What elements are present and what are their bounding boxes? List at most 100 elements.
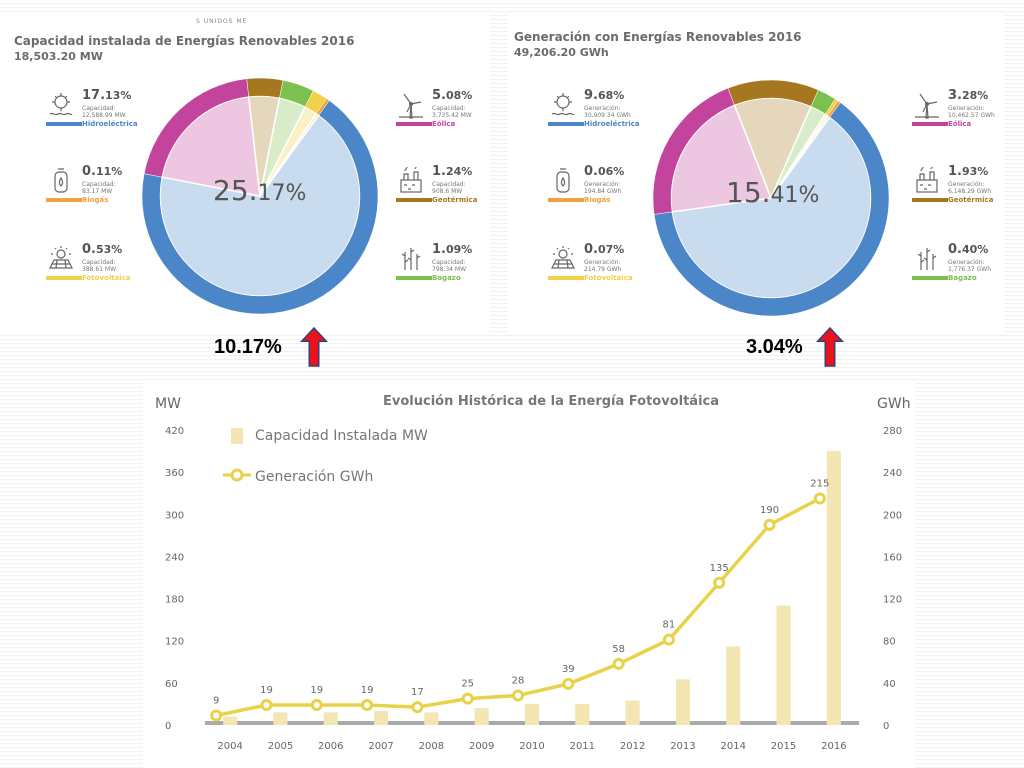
legend-color-bar: [396, 198, 432, 202]
legend-value: 6,148.29 GWh: [948, 188, 992, 195]
legend-percent: 0.06%: [584, 164, 624, 179]
legend-item: 0.40% Generación: 1,776.37 GWh Bagazo: [912, 242, 1022, 288]
capacity-pie-chart: [141, 77, 379, 315]
y2-tick-label: 80: [883, 637, 896, 648]
hydro-icon: [548, 90, 578, 120]
generation-data-label: 9: [213, 696, 219, 707]
legend-caption: Capacidad:: [82, 105, 116, 112]
pct-small: 40%: [961, 243, 989, 256]
legend-value: 83.17 MW: [82, 188, 113, 195]
legend-line-swatch: [223, 468, 251, 482]
pv-chart-title: Evolución Histórica de la Energía Fotovo…: [383, 394, 720, 409]
legend-percent: 9.68%: [584, 88, 624, 103]
pct-main: 1.: [432, 242, 446, 257]
x-tick-label: 2011: [570, 741, 595, 752]
y2-tick-label: 240: [883, 468, 902, 479]
center-small: 41%: [770, 183, 820, 208]
generation-point: [411, 701, 424, 714]
generation-data-label: 19: [260, 685, 273, 696]
generation-center-label: 15.41%: [726, 176, 819, 209]
pie-ring-biogas: [316, 98, 330, 116]
y2-tick-label: 0: [883, 721, 889, 732]
legend-source-name: Hidroeléctrica: [584, 120, 640, 128]
x-tick-label: 2016: [821, 741, 846, 752]
generation-data-label: 25: [461, 679, 474, 690]
legend-source-name: Eólica: [432, 120, 456, 128]
y2-tick-label: 120: [883, 595, 902, 606]
capacity-bar: [625, 700, 640, 725]
x-tick-label: 2007: [368, 741, 393, 752]
legend-item: 0.06% Generación: 194.84 GWh Biogás: [548, 164, 658, 210]
pie-ring-biogas: [827, 100, 841, 118]
legend-source-name: Geotérmica: [432, 196, 478, 204]
capacity-bar: [726, 646, 741, 725]
generation-point: [763, 518, 776, 531]
x-tick-label: 2004: [217, 741, 242, 752]
capacity-bar: [776, 605, 791, 725]
legend-value: 194.84 GWh: [584, 188, 622, 195]
legend-source-name: Bagazo: [432, 274, 461, 282]
center-small: 17%: [257, 181, 307, 206]
y2-tick-label: 200: [883, 510, 902, 521]
generation-pie-chart: [652, 79, 890, 317]
generation-data-label: 39: [562, 664, 575, 675]
pct-small: 11%: [95, 165, 123, 178]
legend-color-bar: [396, 276, 432, 280]
legend-source-name: Bagazo: [948, 274, 977, 282]
pct-main: 9.: [584, 88, 598, 103]
legend-percent: 0.40%: [948, 242, 988, 257]
capacity-bar: [524, 703, 540, 725]
wind-icon: [912, 90, 942, 120]
y-tick-label: 0: [165, 721, 171, 732]
pct-small: 06%: [597, 165, 625, 178]
legend-item: 9.68% Generación: 30,909.34 GWh Hidroeléctr…: [548, 88, 658, 134]
center-main: 25.: [213, 174, 258, 207]
legend-color-bar: [548, 276, 584, 280]
x-tick-label: 2015: [771, 741, 796, 752]
legend-caption: Capacidad:: [432, 105, 466, 112]
y-tick-label: 60: [165, 679, 178, 690]
generation-growth-label: 3.04%: [746, 336, 803, 358]
pct-small: 09%: [445, 243, 473, 256]
legend-source-name: Fotovoltaica: [82, 274, 131, 282]
biogas-icon: [46, 166, 76, 196]
pct-main: 1.: [948, 164, 962, 179]
generation-data-label: 17: [411, 687, 424, 698]
generation-point: [713, 576, 726, 589]
legend-source-name: Biogás: [82, 196, 109, 204]
legend-value: 908.6 MW: [432, 188, 463, 195]
bagasse-icon: [396, 244, 426, 274]
legend-percent: 1.93%: [948, 164, 988, 179]
capacity-bar: [675, 679, 690, 725]
legend-item: 3.28% Generación: 10,462.57 GWh Eólica: [912, 88, 1022, 134]
legend-line-label: Generación GWh: [255, 469, 374, 485]
legend-value: 798.34 MW: [432, 266, 467, 273]
legend-percent: 0.11%: [82, 164, 122, 179]
legend-caption: Capacidad:: [432, 259, 466, 266]
x-tick-label: 2010: [519, 741, 544, 752]
pv-combo-plot: 0 60 120 180 240 300 360 420 0 40 80 120 160 200 240 28…: [165, 426, 902, 752]
legend-color-bar: [912, 198, 948, 202]
solar-icon: [46, 244, 76, 274]
legend-source-name: Eólica: [948, 120, 972, 128]
legend-item: 1.93% Generación: 6,148.29 GWh Geotérmica: [912, 164, 1022, 210]
generation-point: [512, 689, 524, 702]
x-tick-label: 2006: [318, 741, 343, 752]
x-tick-label: 2012: [620, 741, 645, 752]
generation-point: [210, 709, 223, 722]
generation-data-label: 215: [810, 478, 829, 489]
generation-point: [361, 698, 374, 711]
pct-small: 13%: [105, 89, 132, 102]
pie-ring-hidroelectrica: [141, 100, 379, 315]
hydro-icon: [46, 90, 76, 120]
legend-item: 0.11% Capacidad: 83.17 MW Biogás: [46, 164, 156, 210]
legend-item: 17.13% Capacidad: 12,588.99 MW Hidroeléctri…: [46, 88, 156, 134]
generation-point: [662, 633, 675, 646]
legend-item: 0.53% Capacidad: 388.61 MW Fotovoltaica: [46, 242, 156, 288]
y-tick-label: 420: [165, 426, 184, 437]
center-main: 15.: [726, 176, 771, 209]
legend-item: 1.09% Capacidad: 798.34 MW Bagazo: [396, 242, 506, 288]
generation-point: [562, 677, 575, 690]
generation-data-label: 28: [512, 676, 525, 687]
legend-value: 10,462.57 GWh: [948, 112, 995, 119]
